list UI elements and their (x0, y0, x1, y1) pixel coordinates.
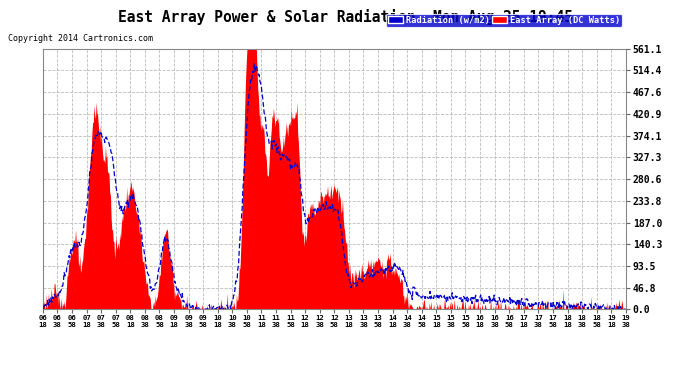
Text: Copyright 2014 Cartronics.com: Copyright 2014 Cartronics.com (8, 34, 153, 43)
Legend: Radiation (w/m2), East Array (DC Watts): Radiation (w/m2), East Array (DC Watts) (386, 13, 622, 27)
Text: East Array Power & Solar Radiation  Mon Aug 25 19:45: East Array Power & Solar Radiation Mon A… (117, 9, 573, 26)
